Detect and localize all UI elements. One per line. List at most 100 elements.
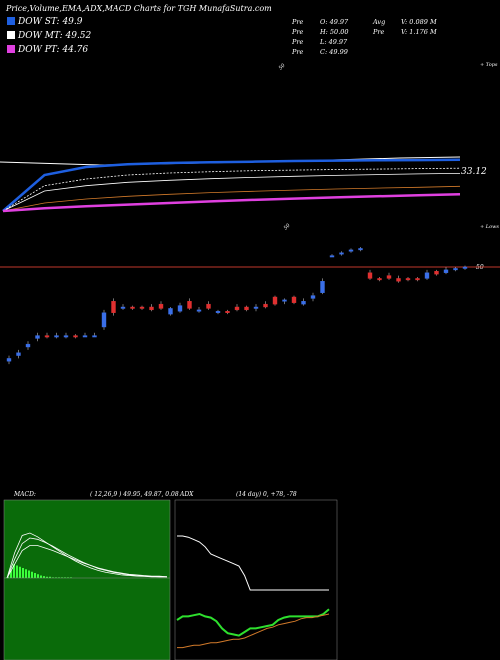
candle-body [139,306,145,309]
candle-body [35,335,40,339]
candle-body [54,335,59,338]
candle-36 [348,248,354,253]
adx-values: (14 day) 0, +78, -78 [236,491,297,498]
candle-35 [339,251,344,256]
candle-24 [234,304,240,312]
candle-25 [244,305,249,312]
candle-body [234,306,240,311]
candle-4 [44,332,50,339]
candle-14 [139,305,145,310]
tops-label: + Tops [480,62,498,68]
candle-12 [120,304,126,310]
stats-left: Pre O: 49.97 Pre H: 50.00 Pre L: 49.97 Pre C… [292,18,349,56]
candle-body [6,358,12,362]
macd-hist-bar-3 [16,565,18,578]
candle-31 [301,298,306,306]
candle-23 [225,309,230,315]
candle-body [215,311,221,313]
candle-body [396,278,401,282]
candle-body [92,335,97,338]
ema-line-3 [2,185,461,212]
candle-32 [310,292,316,302]
candle-21 [206,301,211,310]
candle-body [415,278,420,281]
candle-body [253,306,259,309]
candle-body [158,303,164,309]
candle-6 [63,332,69,339]
macd-hist-bar-16 [55,577,57,578]
legend-dow-pt: DOW PT: 44.76 [7,45,88,55]
candle-44 [424,269,430,280]
candle-body [367,272,373,279]
candle-body [206,303,211,309]
macd-hist-bar-15 [52,577,54,578]
candle-34 [329,254,335,258]
candle-29 [282,298,287,305]
candle-17 [168,307,173,316]
macd-line-0 [6,532,167,579]
candle-body [25,343,31,348]
candle-3 [35,332,40,342]
macd-hist-bar-19 [64,577,66,578]
candle-16 [158,301,164,310]
candle-42 [405,277,411,282]
candle-47 [453,267,458,272]
legend-swatch-pt [7,45,15,53]
macd-hist-bar-2 [13,564,15,578]
candle-13 [130,305,135,310]
candle-11 [111,298,116,316]
candle-15 [149,304,154,312]
candle-body [348,249,354,252]
macd-hist-bar-9 [34,573,36,578]
candle-19 [187,298,192,310]
candle-body [443,269,449,273]
candle-2 [25,341,31,350]
legend-swatch-st [7,17,15,25]
candle-37 [358,247,363,252]
candle-43 [415,277,420,282]
candle-48 [462,265,468,270]
candle-28 [272,295,278,306]
candle-body [168,308,173,315]
macd-hist-bar-10 [37,574,39,578]
legend-swatch-mt [7,31,15,39]
macd-hist-bar-8 [31,571,33,578]
adx-panel [174,499,338,660]
candle-5 [54,332,59,339]
macd-hist-bar-17 [58,577,60,578]
adx-line-0 [177,535,329,591]
candle-body [358,248,363,251]
adx-line-2 [177,613,330,649]
macd-line-2 [6,545,168,579]
macd-values: ( 12,26,9 ) 49.95, 49.87, 0.08 [90,491,179,498]
chart-title: Price,Volume,EMA,ADX,MACD Charts for TGH… [6,4,272,13]
candle-body [405,278,411,281]
candle-body [44,335,50,338]
candle-body [263,303,268,308]
candle-20 [196,307,202,313]
candle-body [291,296,297,303]
candle-1 [16,349,21,359]
candle-8 [82,332,88,338]
macd-label: MACD: [14,491,36,498]
candle-body [310,295,316,299]
candle-body [63,335,69,338]
macd-hist-bar-6 [25,569,27,578]
macd-hist-bar-7 [28,570,30,578]
macd-hist-bar-1 [10,570,12,578]
candle-body [82,335,88,338]
candle-body [282,299,287,302]
ema-line-2 [2,173,461,212]
macd-hist-bar-5 [22,568,24,578]
candle-38 [367,269,373,280]
candle-9 [92,332,97,338]
ema-line-1 [2,167,461,212]
adx-label: ADX [180,491,194,498]
candle-0 [6,355,12,365]
candle-body [386,275,392,279]
adx-line-1 [176,608,330,637]
candle-body [424,272,430,279]
ema-line-0 [2,158,461,212]
candle-body [16,352,21,356]
candle-body [225,311,230,313]
